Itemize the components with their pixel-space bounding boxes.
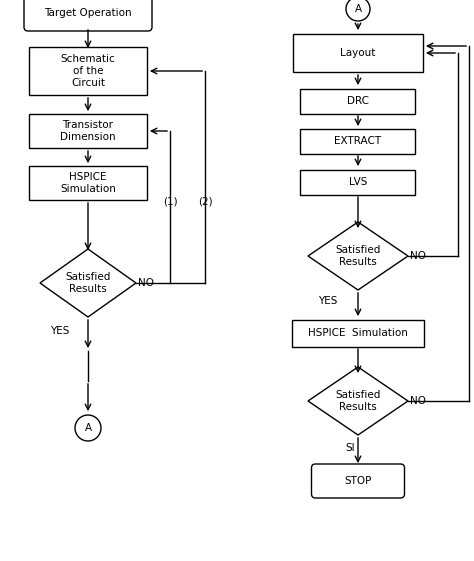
Text: YES: YES <box>318 296 337 306</box>
Text: NO: NO <box>410 251 426 261</box>
Text: NO: NO <box>138 278 154 288</box>
FancyBboxPatch shape <box>301 128 416 154</box>
Text: DRC: DRC <box>347 96 369 106</box>
Text: A: A <box>355 4 362 14</box>
Text: A: A <box>84 423 91 433</box>
Text: Transistor
Dimension: Transistor Dimension <box>60 120 116 142</box>
Polygon shape <box>308 367 408 435</box>
Text: Target Operation: Target Operation <box>44 8 132 18</box>
Text: LVS: LVS <box>349 177 367 187</box>
Polygon shape <box>308 222 408 290</box>
Text: SI: SI <box>345 443 355 453</box>
Circle shape <box>75 415 101 441</box>
Text: EXTRACT: EXTRACT <box>335 136 382 146</box>
Text: YES: YES <box>50 326 69 336</box>
FancyBboxPatch shape <box>301 89 416 113</box>
Polygon shape <box>40 249 136 317</box>
Text: (2): (2) <box>198 196 212 206</box>
Circle shape <box>346 0 370 21</box>
FancyBboxPatch shape <box>29 166 147 200</box>
Text: STOP: STOP <box>344 476 372 486</box>
Text: (1): (1) <box>163 196 177 206</box>
Text: Satisfied
Results: Satisfied Results <box>65 272 111 294</box>
Text: Satisfied
Results: Satisfied Results <box>335 390 381 412</box>
Text: HSPICE
Simulation: HSPICE Simulation <box>60 172 116 194</box>
FancyBboxPatch shape <box>292 320 424 347</box>
Text: Layout: Layout <box>340 48 376 58</box>
Text: NO: NO <box>410 396 426 406</box>
Text: HSPICE  Simulation: HSPICE Simulation <box>308 328 408 338</box>
FancyBboxPatch shape <box>293 34 423 72</box>
Text: Schematic
of the
Circuit: Schematic of the Circuit <box>61 54 115 88</box>
FancyBboxPatch shape <box>301 169 416 195</box>
Text: Satisfied
Results: Satisfied Results <box>335 245 381 267</box>
FancyBboxPatch shape <box>311 464 404 498</box>
FancyBboxPatch shape <box>29 47 147 95</box>
FancyBboxPatch shape <box>29 114 147 148</box>
FancyBboxPatch shape <box>24 0 152 31</box>
